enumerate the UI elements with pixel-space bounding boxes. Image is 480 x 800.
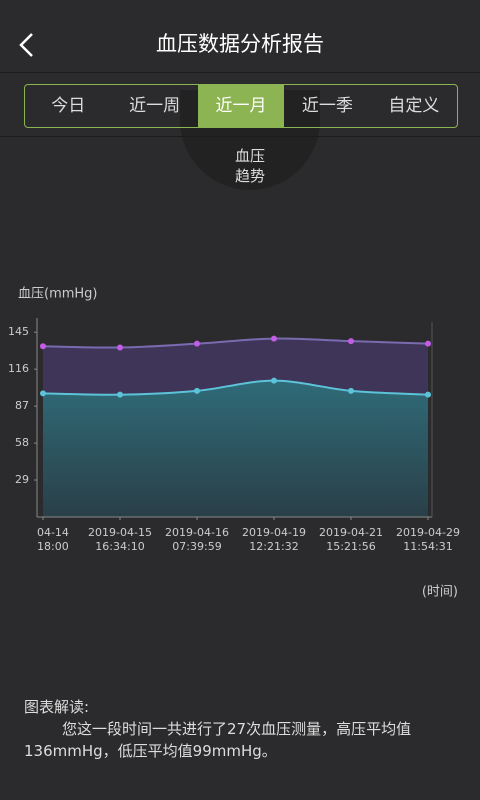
y-axis-label: 血压(mmHg) [18,287,98,302]
x-tick-label: 15:21:56 [326,540,375,553]
point [271,377,277,384]
x-tick-label: 16:34:10 [95,540,144,553]
area [43,380,428,517]
point [425,340,431,347]
point [271,335,277,342]
x-tick-label: 2019-04-19 [242,526,306,539]
point [194,387,200,394]
point [117,344,123,351]
point [425,391,431,398]
x-tick-label: 11:54:31 [403,540,452,553]
y-tick-label: 145 [8,325,29,338]
x-tick-label: 18:00 [37,540,69,553]
x-tick-label: 2019-04-14 [5,526,69,539]
badge-text: 血压 [234,147,265,165]
note: 图表解读: 您这一段时间一共进行了27次血压测量，高压平均值136mmHg，低压平… [24,696,456,762]
y-tick-label: 87 [15,399,29,412]
point [117,391,123,398]
x-tick-label: 2019-04-16 [165,526,229,539]
tab[interactable]: 自定义 [388,96,440,116]
back-icon[interactable] [12,30,42,60]
point [348,338,354,345]
y-tick-label: 58 [15,436,29,449]
x-tick-label: 2019-04-15 [88,526,152,539]
y-tick-label: 29 [15,473,29,486]
chart: 血压(mmHg)(时间)2958871161452019-04-1418:002… [5,287,460,600]
y-tick-label: 116 [8,362,29,375]
tab[interactable]: 今日 [51,96,86,116]
x-tick-label: 12:21:32 [249,540,298,553]
point [40,390,46,397]
tab-bar: 今日 近一周 近一月 近一季 自定义 [24,84,458,128]
point [40,343,46,350]
point [348,387,354,394]
x-tick-label: 2019-04-21 [319,526,383,539]
point [194,340,200,347]
title: 血压数据分析报告 [156,32,324,56]
x-tick-label: 2019-04-29 [396,526,460,539]
divider [0,136,480,137]
note-title: 图表解读: [24,698,90,716]
header: 血压数据分析报告 [0,0,480,73]
tab[interactable]: 近一季 [301,96,353,116]
badge-text: 趋势 [234,167,265,185]
tab[interactable]: 近一月 [197,85,285,127]
x-axis-label: (时间) [422,585,458,600]
tab[interactable]: 近一周 [129,96,181,116]
x-tick-label: 07:39:59 [172,540,221,553]
note-text: 您这一段时间一共进行了27次血压测量，高压平均值136mmHg，低压平均值99m… [24,720,412,760]
line [42,337,429,349]
line [42,379,429,396]
